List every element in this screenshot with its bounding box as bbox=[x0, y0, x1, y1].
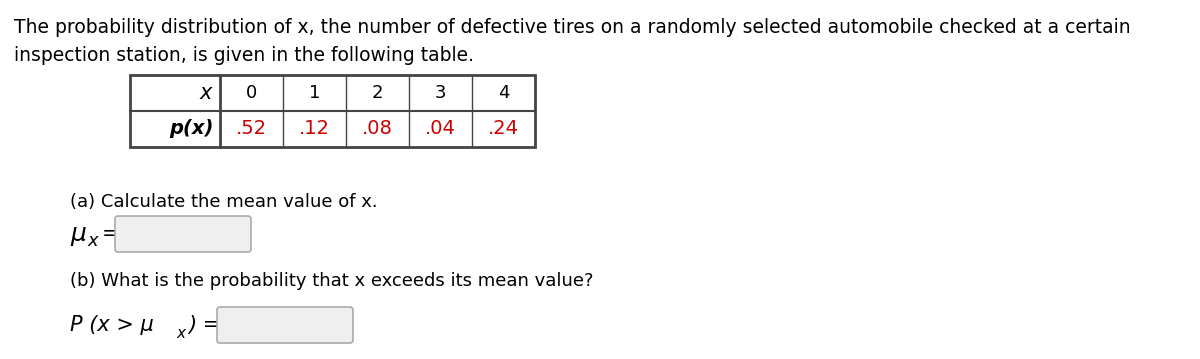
Text: .12: .12 bbox=[299, 120, 330, 139]
Text: (a) Calculate the mean value of x.: (a) Calculate the mean value of x. bbox=[70, 193, 378, 211]
Text: .24: .24 bbox=[488, 120, 520, 139]
Text: The probability distribution of x, the number of defective tires on a randomly s: The probability distribution of x, the n… bbox=[14, 18, 1130, 37]
Text: 0: 0 bbox=[246, 84, 257, 102]
Text: μ: μ bbox=[70, 222, 86, 246]
Text: =: = bbox=[102, 224, 120, 244]
Text: ) =: ) = bbox=[188, 315, 221, 335]
Text: p(x): p(x) bbox=[169, 120, 214, 139]
FancyBboxPatch shape bbox=[217, 307, 353, 343]
Text: x: x bbox=[199, 83, 212, 103]
Text: .04: .04 bbox=[425, 120, 456, 139]
Text: x: x bbox=[88, 232, 97, 250]
Text: 2: 2 bbox=[372, 84, 383, 102]
Text: (b) What is the probability that x exceeds its mean value?: (b) What is the probability that x excee… bbox=[70, 272, 594, 290]
Text: .08: .08 bbox=[362, 120, 392, 139]
Bar bbox=[130, 75, 535, 147]
Text: 3: 3 bbox=[434, 84, 446, 102]
Text: 1: 1 bbox=[308, 84, 320, 102]
Text: inspection station, is given in the following table.: inspection station, is given in the foll… bbox=[14, 46, 474, 65]
Text: P (x > μ: P (x > μ bbox=[70, 315, 154, 335]
Text: x: x bbox=[176, 326, 185, 340]
FancyBboxPatch shape bbox=[115, 216, 251, 252]
Text: .52: .52 bbox=[236, 120, 268, 139]
Text: 4: 4 bbox=[498, 84, 509, 102]
